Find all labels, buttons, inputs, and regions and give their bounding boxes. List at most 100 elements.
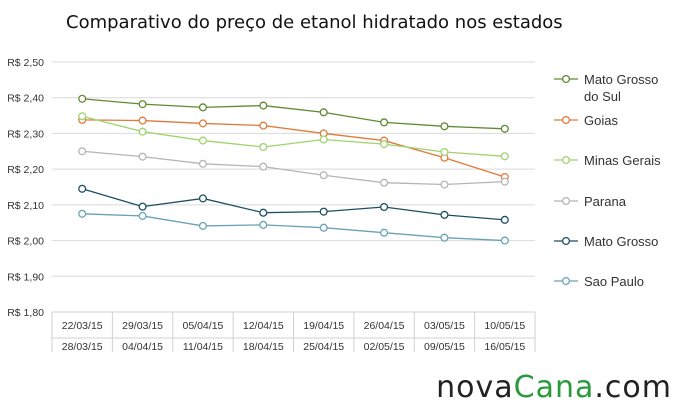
brand-logo: novaCana.com [436, 370, 672, 405]
x-tick-label-start: 26/04/15 [364, 320, 405, 332]
y-tick-label: R$ 2,50 [7, 57, 44, 69]
data-point [500, 124, 509, 133]
data-point [319, 171, 328, 180]
data-point [259, 121, 268, 130]
grid-lines [52, 61, 535, 313]
x-tick-label-start: 22/03/15 [62, 320, 103, 332]
data-point [440, 180, 449, 189]
data-point [78, 112, 87, 121]
legend-swatch-marker [561, 276, 571, 286]
legend-swatch-marker [561, 236, 571, 246]
chart-title: Comparativo do preço de etanol hidratado… [66, 12, 563, 33]
data-point [138, 152, 147, 161]
x-tick-label-end: 16/05/15 [484, 341, 525, 353]
series-mato-grosso-do-sul [78, 94, 509, 133]
x-tick-label-end: 04/04/15 [122, 341, 163, 353]
data-point [380, 202, 389, 212]
series-line [82, 188, 505, 221]
data-point [138, 116, 147, 125]
y-tick-label: R$ 2,00 [7, 236, 44, 248]
x-tick-label-end: 02/05/15 [364, 341, 405, 353]
legend-label: Sao Paulo [584, 274, 644, 289]
y-axis: R$ 2,50 R$ 2,40 R$ 2,30 R$ 2,20 R$ 2,10 R$ 2,… [7, 57, 44, 319]
data-point [500, 177, 509, 186]
data-point [198, 103, 207, 112]
data-point [78, 184, 87, 193]
legend-label: do Sul [584, 89, 621, 104]
data-point [440, 122, 449, 131]
legend-swatch-marker [561, 155, 571, 165]
x-tick-label-end: 09/05/15 [424, 341, 465, 353]
brand-part-cana: Cana [514, 370, 595, 405]
data-point [198, 221, 207, 230]
data-point [440, 210, 449, 219]
x-tick-label-end: 18/04/15 [243, 341, 284, 353]
legend-swatch-marker [561, 196, 571, 206]
data-point [319, 135, 328, 144]
x-tick-label-end: 28/03/15 [62, 341, 103, 353]
data-point [380, 228, 389, 237]
data-point [198, 136, 207, 145]
series-minas-gerais [78, 112, 509, 161]
x-axis: 22/03/15 28/03/15 29/03/15 04/04/15 05/04/15… [51, 311, 536, 353]
series-mato-grosso [78, 184, 509, 224]
data-point [380, 140, 389, 149]
data-point [259, 220, 268, 229]
legend-item: Parana [554, 194, 627, 209]
legend-item: Mato Grosso [554, 234, 658, 249]
data-point [138, 100, 147, 109]
y-tick-label: R$ 1,90 [7, 271, 44, 283]
data-point [78, 147, 87, 156]
series-line [82, 150, 505, 186]
data-point [500, 215, 509, 224]
y-tick-label: R$ 2,40 [7, 93, 44, 105]
data-point [259, 142, 268, 152]
legend-label: Parana [584, 194, 627, 209]
data-point [78, 94, 87, 103]
data-point [198, 194, 207, 203]
y-tick-label: R$ 2,30 [7, 128, 44, 140]
data-point [259, 208, 268, 217]
data-point [78, 209, 87, 218]
y-tick-label: R$ 2,20 [7, 164, 44, 176]
data-point [259, 101, 268, 110]
series-line [82, 98, 505, 130]
series-line [82, 115, 505, 157]
x-tick-label-start: 19/04/15 [303, 320, 344, 332]
data-point [440, 233, 449, 242]
series-sao-paulo [78, 209, 509, 245]
series-line [82, 213, 505, 242]
y-tick-label: R$ 2,10 [7, 200, 44, 212]
data-point [319, 108, 328, 117]
legend: Mato Grosso do Sul Goias Minas Gerais Parana… [554, 72, 661, 289]
series-parana [78, 147, 509, 189]
data-point [138, 127, 147, 136]
data-point [500, 152, 509, 161]
legend-item: Mato Grosso do Sul [554, 72, 658, 104]
data-point [500, 236, 509, 245]
data-point [380, 118, 389, 127]
data-point [138, 211, 147, 220]
brand-part-com: .com [594, 370, 672, 405]
data-point [319, 207, 328, 216]
x-tick-label-start: 29/03/15 [122, 320, 163, 332]
data-point [198, 159, 207, 168]
legend-swatch-marker [561, 74, 571, 84]
legend-label: Mato Grosso [584, 234, 658, 249]
x-tick-label-end: 11/04/15 [183, 341, 223, 353]
legend-label: Mato Grosso [584, 72, 658, 87]
legend-swatch-marker [561, 115, 571, 125]
y-tick-label: R$ 1,80 [7, 307, 44, 319]
legend-label: Goias [584, 113, 618, 128]
x-tick-label-start: 05/04/15 [183, 320, 224, 332]
series-group [78, 94, 509, 245]
x-tick-label-start: 12/04/15 [243, 320, 284, 332]
legend-label: Minas Gerais [584, 153, 661, 168]
data-point [319, 223, 328, 232]
brand-part-nova: nova [436, 370, 514, 405]
data-point [198, 119, 207, 128]
x-tick-label-end: 25/04/15 [303, 341, 344, 353]
x-tick-label-start: 10/05/15 [484, 320, 525, 332]
data-point [138, 202, 147, 211]
